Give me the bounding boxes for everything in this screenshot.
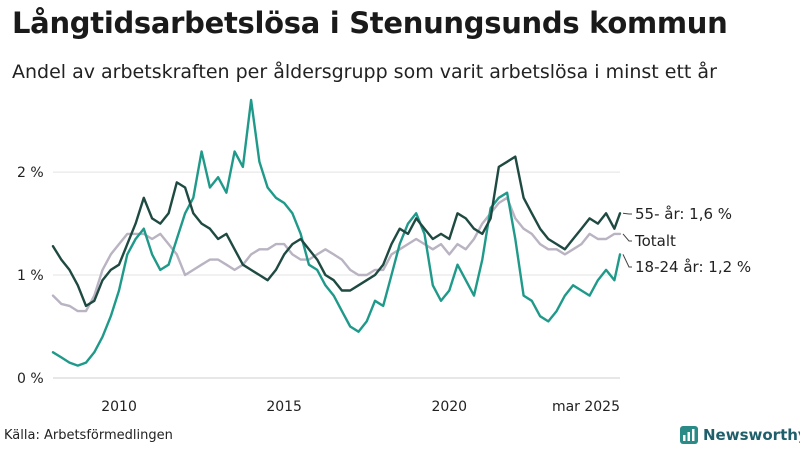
x-tick-label: 2020 [431, 399, 467, 415]
x-axis: 2010 2015 2020 mar 2025 [101, 399, 620, 415]
x-tick-label: mar 2025 [552, 399, 620, 415]
series-end-label: Totalt [634, 232, 676, 250]
end-labels: 55- år: 1,6 % Totalt 18-24 år: 1,2 % [622, 205, 751, 276]
label-connector [622, 254, 632, 268]
series-line [51, 155, 622, 308]
label-connector [622, 233, 632, 242]
series-end-label: 55- år: 1,6 % [635, 205, 732, 223]
series-end-label: 18-24 år: 1,2 % [635, 258, 751, 276]
y-tick-label: 0 % [17, 371, 44, 387]
label-connector [622, 212, 632, 215]
y-tick-label: 1 % [17, 268, 44, 284]
brand-name: Newsworthy [703, 426, 800, 444]
series-line [51, 98, 622, 367]
y-axis: 0 % 1 % 2 % [17, 165, 44, 387]
series-lines [51, 98, 622, 367]
chart-subtitle: Andel av arbetskraften per åldersgrupp s… [12, 61, 717, 83]
y-tick-label: 2 % [17, 165, 44, 181]
chart-title: Långtidsarbetslösa i Stenungsunds kommun [12, 6, 728, 40]
line-chart: 0 % 1 % 2 % 2010 2015 2020 mar 2025 55- år: 1… [17, 98, 751, 415]
bar-chart-icon [680, 426, 698, 444]
source-note: Källa: Arbetsförmedlingen [4, 428, 173, 443]
newsworthy-logo: Newsworthy [680, 426, 800, 444]
x-tick-label: 2010 [101, 399, 137, 415]
x-tick-label: 2015 [266, 399, 302, 415]
series-line [51, 196, 622, 313]
gridlines [53, 171, 620, 379]
